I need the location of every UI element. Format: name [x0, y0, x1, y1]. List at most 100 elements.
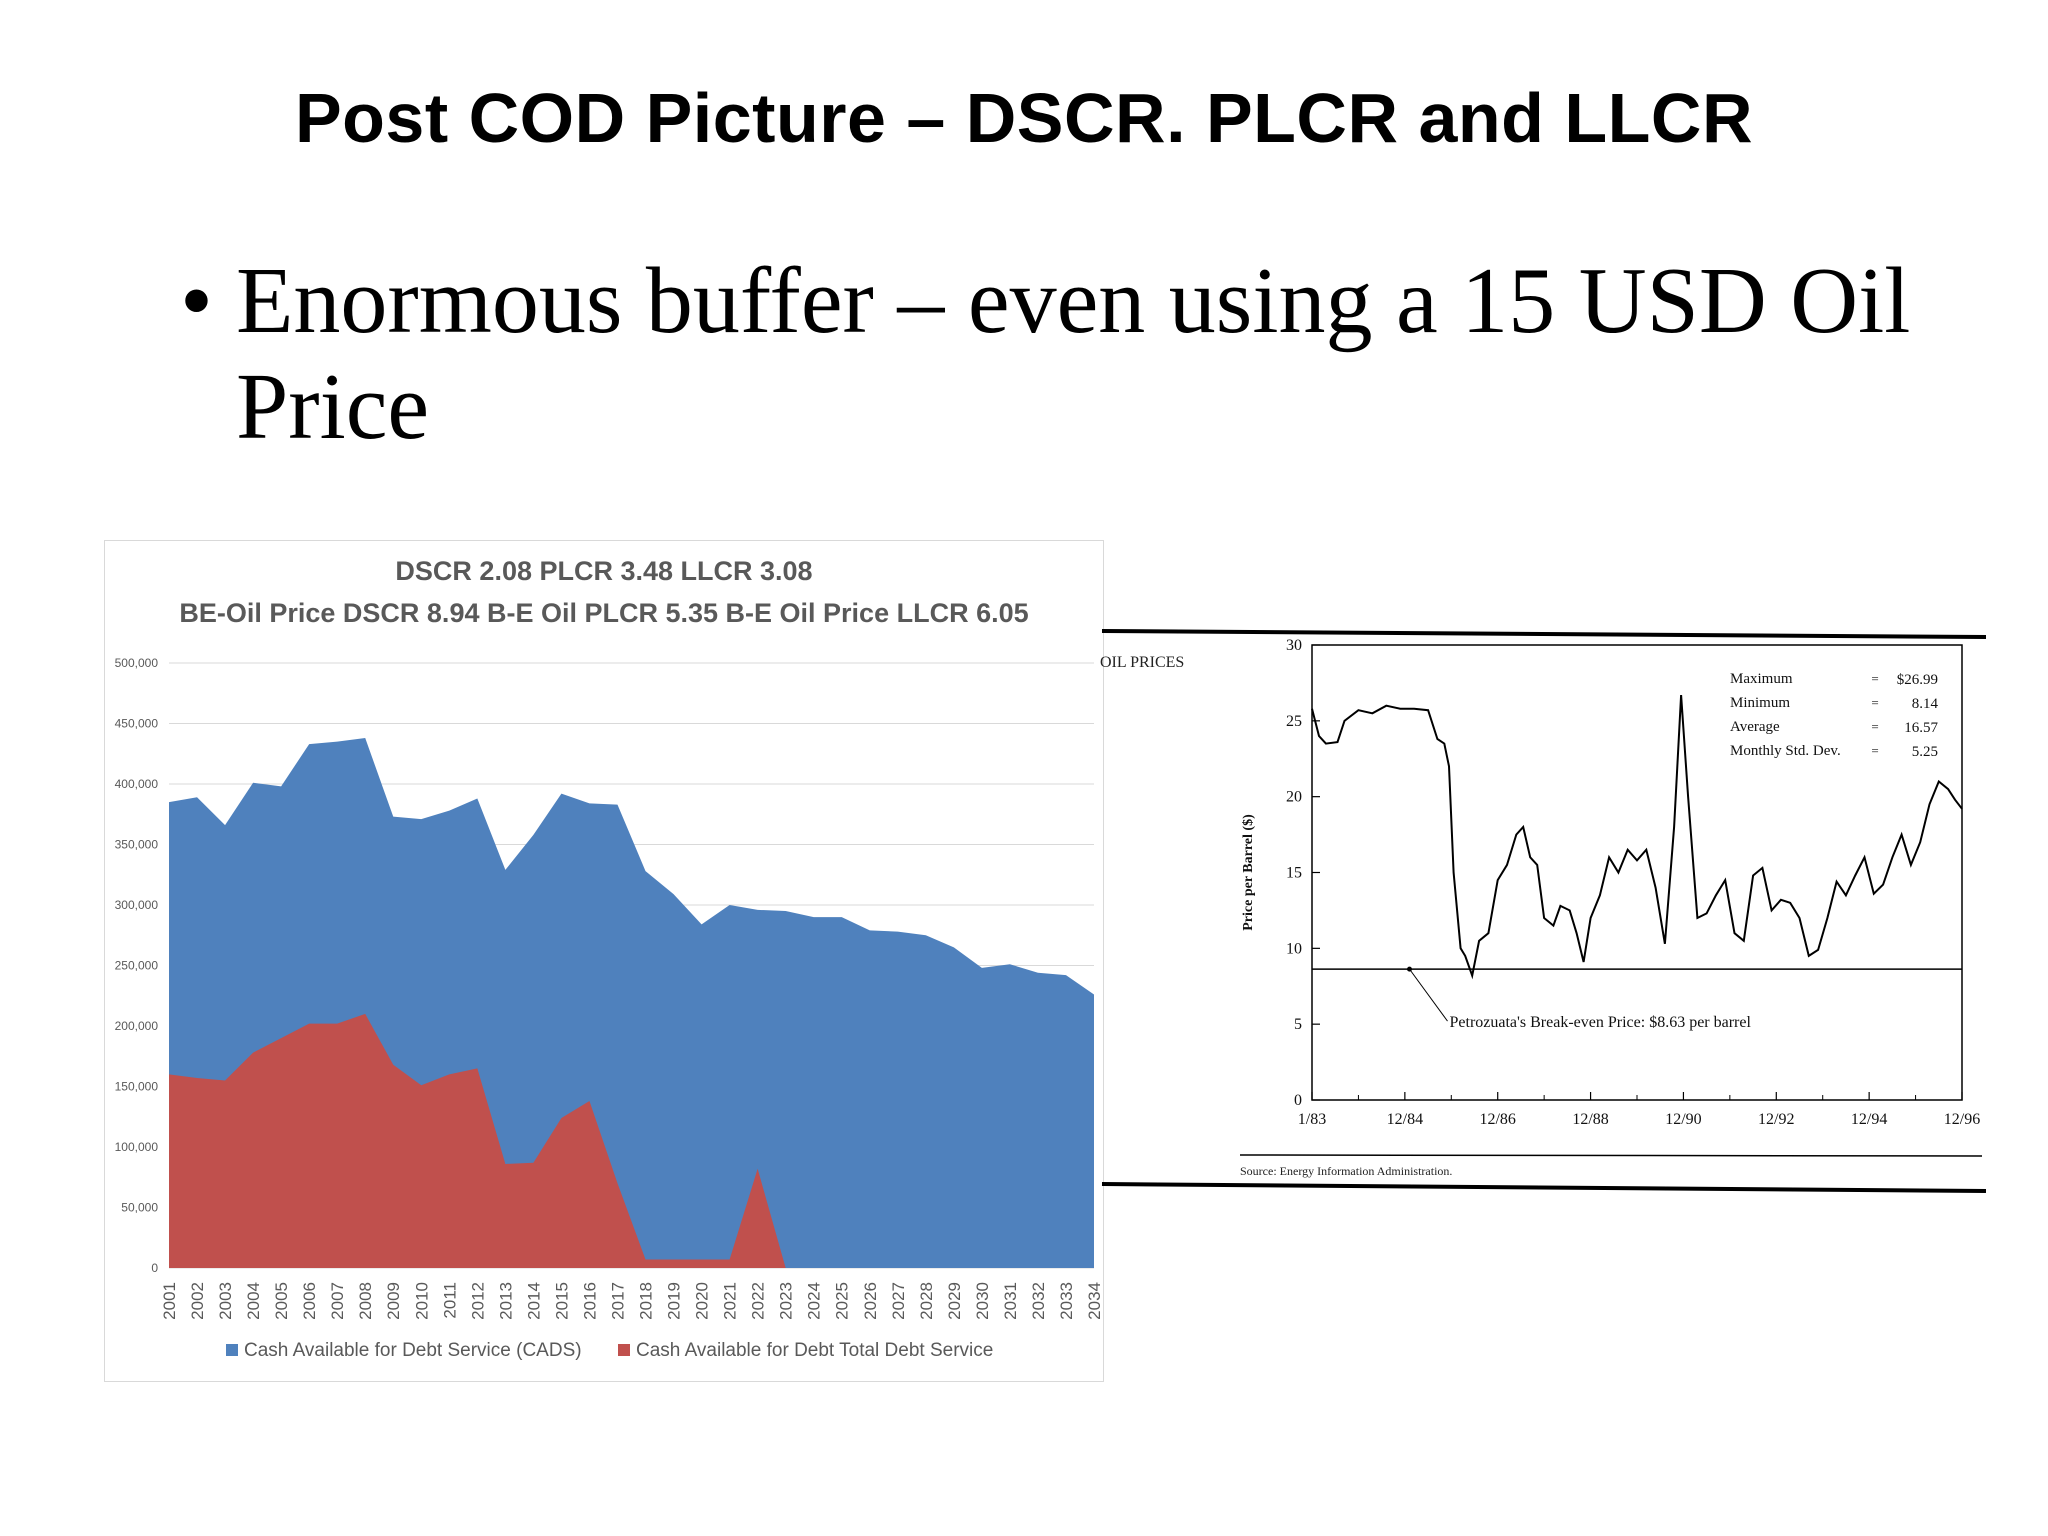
break-even-marker	[1407, 966, 1412, 972]
break-even-label: Petrozuata's Break-even Price: $8.63 per…	[1450, 1014, 1752, 1031]
stat-equals: =	[1871, 743, 1878, 758]
x-axis-ticks: 2001 2002 2003 2004 2005 2006 2007 2008 2009 2010…	[160, 1282, 1104, 1320]
stat-label: Minimum	[1730, 695, 1790, 711]
x-tick-label: 2022	[749, 1282, 768, 1320]
cads-area-chart: DSCR 2.08 PLCR 3.48 LLCR 3.08 BE-Oil Pri…	[104, 540, 1104, 1382]
stat-value: 8.14	[1912, 696, 1939, 712]
x-tick-label: 2028	[917, 1282, 936, 1320]
bullet-text: Enormous buffer – even using a 15 USD Oi…	[236, 249, 1911, 459]
stats-box: Maximum = $26.99 Minimum = 8.14 Average = 16.57 M…	[1730, 671, 1939, 760]
x-tick-label: 2009	[384, 1282, 403, 1320]
bullet-icon: •	[180, 249, 213, 353]
y-tick-label: 15	[1286, 865, 1302, 882]
top-rule	[1101, 629, 1987, 639]
x-tick-label: 2025	[833, 1282, 852, 1320]
x-tick-label: 2031	[1001, 1282, 1020, 1320]
y-tick-label: 500,000	[115, 656, 159, 670]
y-tick-label: 350,000	[115, 838, 159, 852]
y-tick-label: 400,000	[115, 777, 159, 791]
x-tick-label: 2023	[777, 1282, 796, 1320]
stat-value: $26.99	[1897, 672, 1938, 688]
bottom-rule	[1101, 1182, 1987, 1193]
x-axis-ticks: 1/83 12/84 12/86 12/88 12/90 12/92 12/94 12/96	[1298, 1092, 1980, 1128]
break-even-pointer	[1409, 968, 1448, 1022]
x-tick-label: 2027	[889, 1282, 908, 1320]
x-tick-label: 2008	[356, 1282, 375, 1320]
x-tick-label: 2024	[805, 1282, 824, 1320]
x-tick-label: 2021	[721, 1282, 740, 1320]
x-tick-label: 2001	[160, 1282, 179, 1320]
x-tick-label: 2034	[1085, 1282, 1104, 1320]
legend-swatch-debt-service	[618, 1344, 630, 1356]
y-tick-label: 450,000	[115, 717, 159, 731]
x-tick-label: 2017	[608, 1282, 627, 1320]
x-tick-label: 2011	[440, 1282, 459, 1319]
x-tick-label: 2004	[244, 1282, 263, 1320]
x-tick-label: 2033	[1057, 1282, 1076, 1320]
x-tick-label: 12/92	[1758, 1111, 1794, 1128]
x-tick-label: 2016	[580, 1282, 599, 1320]
stat-value: 5.25	[1912, 744, 1938, 760]
y-tick-label: 0	[151, 1261, 158, 1275]
x-tick-label: 12/94	[1851, 1111, 1887, 1128]
x-tick-label: 1/83	[1298, 1111, 1326, 1128]
x-tick-label: 2014	[524, 1282, 543, 1320]
area-series	[169, 738, 1094, 1268]
stat-label: Average	[1730, 719, 1780, 735]
slide-title: Post COD Picture – DSCR. PLCR and LLCR	[294, 79, 1754, 157]
y-tick-label: 30	[1286, 637, 1302, 654]
x-tick-label: 2010	[412, 1282, 431, 1320]
y-tick-label: 0	[1294, 1092, 1302, 1109]
y-axis-label: Price per Barrel ($)	[1241, 814, 1256, 931]
stat-equals: =	[1871, 695, 1878, 710]
y-tick-label: 250,000	[115, 959, 159, 973]
stat-label: Monthly Std. Dev.	[1730, 743, 1841, 759]
y-tick-label: 25	[1286, 713, 1302, 730]
stat-value: 16.57	[1904, 720, 1938, 736]
legend-swatch-cads	[226, 1344, 238, 1356]
y-tick-label: 5	[1294, 1016, 1302, 1033]
x-tick-label: 2003	[216, 1282, 235, 1320]
y-tick-label: 100,000	[115, 1140, 159, 1154]
source-note: Source: Energy Information Administratio…	[1240, 1164, 1452, 1178]
x-tick-label: 2032	[1029, 1282, 1048, 1320]
chart-subtitle: BE-Oil Price DSCR 8.94 B-E Oil PLCR 5.35…	[179, 598, 1028, 628]
stat-label: Maximum	[1730, 671, 1793, 687]
y-tick-label: 200,000	[115, 1019, 159, 1033]
x-tick-label: 2013	[496, 1282, 515, 1320]
x-tick-label: 2026	[861, 1282, 880, 1320]
y-tick-label: 20	[1286, 789, 1302, 806]
y-tick-label: 300,000	[115, 898, 159, 912]
x-tick-label: 2006	[300, 1282, 319, 1320]
source-rule	[1239, 1154, 1983, 1157]
x-tick-label: 12/86	[1479, 1111, 1515, 1128]
x-tick-label: 2029	[945, 1282, 964, 1320]
x-tick-label: 2018	[637, 1282, 656, 1320]
y-axis-ticks: 0 5 10 15 20 25 30	[1286, 637, 1320, 1109]
area-debt-service	[169, 1013, 1094, 1268]
x-tick-label: 2002	[188, 1282, 207, 1320]
oil-price-series-line	[1311, 695, 1963, 980]
plot-frame	[1311, 644, 1963, 1101]
y-tick-label: 10	[1286, 940, 1302, 957]
x-tick-label: 2005	[272, 1282, 291, 1320]
y-axis-ticks: 0 50,000 100,000 150,000 200,000 250,000 300,0…	[115, 656, 159, 1275]
x-tick-label: 2015	[552, 1282, 571, 1320]
legend-label-cads: Cash Available for Debt Service (CADS)	[244, 1340, 582, 1361]
legend: Cash Available for Debt Service (CADS) C…	[226, 1340, 993, 1361]
legend-label-debt-service: Cash Available for Debt Total Debt Servi…	[636, 1340, 993, 1361]
plot-border	[1311, 644, 1963, 1101]
y-tick-label: 50,000	[121, 1201, 158, 1215]
chart-title: DSCR 2.08 PLCR 3.48 LLCR 3.08	[395, 556, 812, 586]
y-tick-label: 150,000	[115, 1080, 159, 1094]
x-tick-label: 12/84	[1387, 1111, 1423, 1128]
oil-price-chart: OIL PRICES Source: Energy Information Ad…	[1100, 629, 1987, 1193]
x-tick-label: 12/90	[1665, 1111, 1701, 1128]
x-tick-label: 2019	[665, 1282, 684, 1320]
stat-equals: =	[1871, 719, 1878, 734]
stat-equals: =	[1871, 671, 1878, 686]
x-tick-label: 2030	[973, 1282, 992, 1320]
x-tick-label: 12/88	[1572, 1111, 1608, 1128]
x-tick-label: 2012	[468, 1282, 487, 1320]
x-tick-label: 2007	[328, 1282, 347, 1320]
